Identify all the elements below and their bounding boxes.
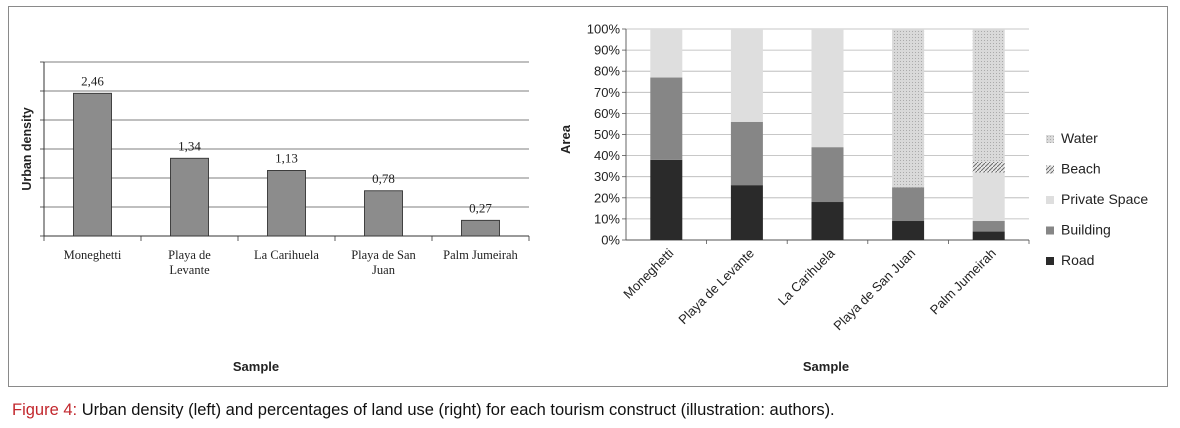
stack-segment-road [892, 221, 925, 240]
land-use-chart: 0% 10% 20% 30% 40% 50% 60% 70% 80% 90% 100% Moneghe… [558, 22, 1148, 375]
urban-density-chart: 2,46 Moneghetti 1,34 Playa de Levante 1,13 La … [20, 61, 530, 374]
legend-label: Water [1061, 130, 1098, 146]
x-tick-label: Playa de Levante [168, 248, 211, 277]
bar [73, 92, 112, 237]
y-tick-label: 100% [587, 22, 621, 37]
stack-segment-water [892, 29, 925, 188]
x-tick-label: Playa de San Juan [351, 248, 416, 277]
legend-swatch [1046, 257, 1054, 265]
y-tick-label: 90% [594, 43, 620, 58]
caption-label: Figure 4: [12, 401, 78, 419]
legend-swatch [1046, 196, 1054, 204]
y-tick-label: 40% [594, 148, 620, 163]
y-axis-title: Urban density [20, 107, 34, 190]
caption-text: Urban density (left) and percentages of … [77, 401, 835, 419]
x-tick-label: Palm Jumeirah [927, 246, 999, 318]
y-tick-label: 80% [594, 64, 620, 79]
stack-segment-building [730, 121, 763, 186]
legend-label: Private Space [1061, 191, 1148, 207]
bar [364, 190, 403, 237]
data-label: 0,78 [372, 171, 395, 186]
data-label: 0,27 [469, 200, 492, 215]
y-tick-label: 10% [594, 211, 620, 226]
stack-segment-road [811, 202, 844, 240]
stack-segment-water [972, 29, 1005, 162]
data-label: 2,46 [81, 73, 104, 88]
stack-segment-building [972, 221, 1005, 232]
stack-segment-building [892, 187, 925, 222]
legend-label: Beach [1061, 161, 1101, 177]
x-tick-label: Moneghetti [64, 248, 122, 262]
x-tick-label: Playa de San Juan [830, 246, 918, 334]
x-tick-label: Palm Jumeirah [443, 248, 518, 262]
stack-segment-private-space [811, 29, 844, 148]
x-axis-title: Sample [803, 359, 849, 374]
bar [461, 219, 500, 237]
y-axis-title: Area [558, 124, 573, 154]
stack-segment-private-space [650, 29, 683, 78]
data-label: 1,34 [178, 138, 201, 153]
figure-caption: Figure 4: Urban density (left) and perce… [12, 401, 835, 420]
stack-segment-private-space [972, 172, 1005, 222]
legend-swatch [1046, 165, 1054, 174]
bar [267, 170, 306, 237]
stack-segment-private-space [730, 29, 763, 122]
y-tick-label: 0% [601, 233, 620, 248]
stack-segment-road [730, 185, 763, 240]
x-axis-title: Sample [233, 359, 279, 374]
stack-segment-beach [972, 161, 1005, 173]
y-tick-label: 70% [594, 85, 620, 100]
legend-label: Road [1061, 252, 1094, 268]
figure-frame: 2,46 Moneghetti 1,34 Playa de Levante 1,13 La … [8, 6, 1168, 387]
y-tick-label: 20% [594, 190, 620, 205]
data-label: 1,13 [275, 150, 298, 165]
stack-segment-building [811, 147, 844, 203]
y-tick-label: 30% [594, 169, 620, 184]
x-tick-label: La Carihuela [254, 248, 319, 262]
stack-segment-road [650, 159, 683, 240]
y-tick-label: 60% [594, 106, 620, 121]
y-tick-label: 50% [594, 127, 620, 142]
x-tick-label: La Carihuela [775, 245, 838, 308]
x-tick-label: Playa de Levante [675, 246, 757, 328]
bar [170, 157, 209, 237]
legend-swatch [1046, 226, 1054, 235]
legend-label: Building [1061, 222, 1111, 238]
stack-segment-road [972, 231, 1005, 240]
stack-segment-building [650, 77, 683, 160]
x-tick-label: Moneghetti [620, 245, 676, 301]
legend-swatch [1046, 135, 1054, 143]
